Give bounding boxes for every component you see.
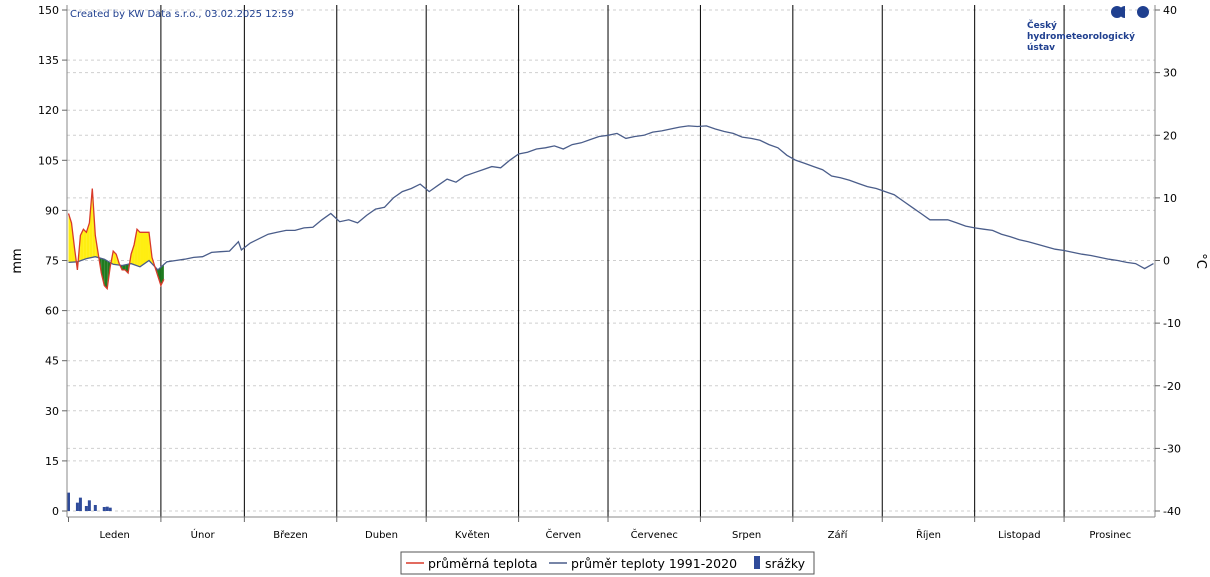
month-dividers bbox=[160, 5, 1065, 517]
right-axis-label: °C bbox=[1193, 253, 1208, 269]
legend-label-avg-temp: průměrná teplota bbox=[428, 556, 538, 571]
precip-bar-1 bbox=[66, 492, 70, 511]
anomaly-fill-23 bbox=[137, 229, 141, 267]
left-tick-label-105: 105 bbox=[38, 154, 59, 167]
anomaly-fill-30 bbox=[157, 267, 161, 286]
logo-line-1: Český bbox=[1027, 19, 1057, 31]
right-tick-label-30: 30 bbox=[1163, 67, 1177, 80]
logo-half-circle bbox=[1119, 6, 1125, 18]
right-tick-label-20: 20 bbox=[1163, 129, 1177, 142]
logo-line-2: hydrometeorologický bbox=[1027, 32, 1135, 42]
month-label-7: Srpen bbox=[732, 530, 761, 541]
precipitation-bars bbox=[66, 492, 112, 511]
legend-label-precipitation: srážky bbox=[765, 556, 806, 571]
left-tick-label-135: 135 bbox=[38, 54, 59, 67]
credit-text: Created by KW Data s.r.o., 03.02.2025 12… bbox=[70, 9, 294, 20]
left-tick-label-150: 150 bbox=[38, 4, 59, 17]
month-label-1: Únor bbox=[191, 528, 216, 541]
precip-bar-10 bbox=[93, 504, 97, 511]
legend-label-normal-temp: průměr teploty 1991-2020 bbox=[571, 556, 737, 571]
month-label-8: Září bbox=[828, 529, 849, 541]
legend-swatch-precipitation bbox=[754, 556, 760, 569]
month-labels: Leden Únor Březen Duben Květen Červen Červenec… bbox=[67, 517, 1131, 541]
logo-circle-right bbox=[1137, 6, 1149, 18]
left-tick-label-45: 45 bbox=[45, 355, 59, 368]
precip-bar-14 bbox=[105, 506, 109, 511]
anomaly-fill-5 bbox=[83, 229, 87, 260]
right-tick-label--30: -30 bbox=[1163, 442, 1181, 455]
right-tick-label--20: -20 bbox=[1163, 380, 1181, 393]
anomaly-fill-22 bbox=[134, 229, 138, 266]
left-axis-label: mm bbox=[10, 248, 25, 273]
month-label-10: Listopad bbox=[998, 530, 1040, 541]
average-temperature-line bbox=[67, 188, 165, 291]
anomaly-fill-21 bbox=[131, 244, 135, 265]
month-label-11: Prosinec bbox=[1089, 530, 1131, 541]
anomaly-fill-26 bbox=[145, 232, 149, 263]
anomaly-fill-25 bbox=[143, 232, 146, 265]
month-label-0: Leden bbox=[99, 530, 129, 541]
month-label-6: Červenec bbox=[631, 528, 678, 541]
left-tick-label-120: 120 bbox=[38, 104, 59, 117]
precip-bar-5 bbox=[78, 497, 82, 511]
anomaly-fill-12 bbox=[104, 259, 108, 289]
left-tick-label-75: 75 bbox=[45, 255, 59, 268]
month-label-9: Říjen bbox=[916, 528, 941, 541]
month-label-3: Duben bbox=[365, 530, 398, 541]
month-label-4: Květen bbox=[455, 529, 490, 541]
right-tick-label-40: 40 bbox=[1163, 4, 1177, 17]
month-label-2: Březen bbox=[273, 529, 308, 541]
chmi-logo: Český hydrometeorologický ústav bbox=[1027, 6, 1149, 53]
legend-box bbox=[400, 551, 815, 575]
left-tick-label-0: 0 bbox=[52, 505, 59, 518]
left-tick-label-30: 30 bbox=[45, 405, 59, 418]
right-tick-label--10: -10 bbox=[1163, 317, 1181, 330]
anomaly-fill-7 bbox=[89, 188, 93, 258]
anomaly-fill-15 bbox=[113, 251, 117, 265]
precip-bar-13 bbox=[102, 506, 106, 511]
left-axis-ticks: 0 15 30 45 60 75 90 105 120 135 150 bbox=[38, 4, 67, 518]
precip-bar-4 bbox=[75, 502, 79, 511]
right-axis-ticks: -40 -30 -20 -10 0 10 20 30 40 bbox=[1155, 4, 1181, 518]
anomaly-fill-24 bbox=[140, 232, 144, 267]
left-tick-label-15: 15 bbox=[45, 455, 59, 468]
precip-bar-7 bbox=[84, 505, 88, 511]
anomaly-fill-18 bbox=[122, 264, 126, 270]
gridlines bbox=[67, 9, 1155, 512]
anomaly-fill-11 bbox=[101, 258, 105, 286]
anomaly-fill-4 bbox=[80, 229, 84, 261]
logo-line-3: ústav bbox=[1027, 43, 1055, 53]
month-label-5: Červen bbox=[545, 528, 581, 541]
precip-bar-15 bbox=[108, 507, 112, 511]
normal-temperature-line bbox=[68, 125, 1154, 271]
anomaly-fill-0 bbox=[68, 213, 72, 263]
precip-bar-8 bbox=[87, 500, 91, 511]
right-tick-label-0: 0 bbox=[1163, 255, 1170, 268]
legend: průměrná teplota průměr teploty 1991-202… bbox=[400, 551, 815, 575]
temperature-lines bbox=[67, 125, 1154, 291]
left-tick-label-60: 60 bbox=[45, 305, 59, 318]
right-tick-label--40: -40 bbox=[1163, 505, 1181, 518]
anomaly-fill-19 bbox=[125, 264, 129, 274]
right-tick-label-10: 10 bbox=[1163, 192, 1177, 205]
left-tick-label-90: 90 bbox=[45, 204, 59, 217]
